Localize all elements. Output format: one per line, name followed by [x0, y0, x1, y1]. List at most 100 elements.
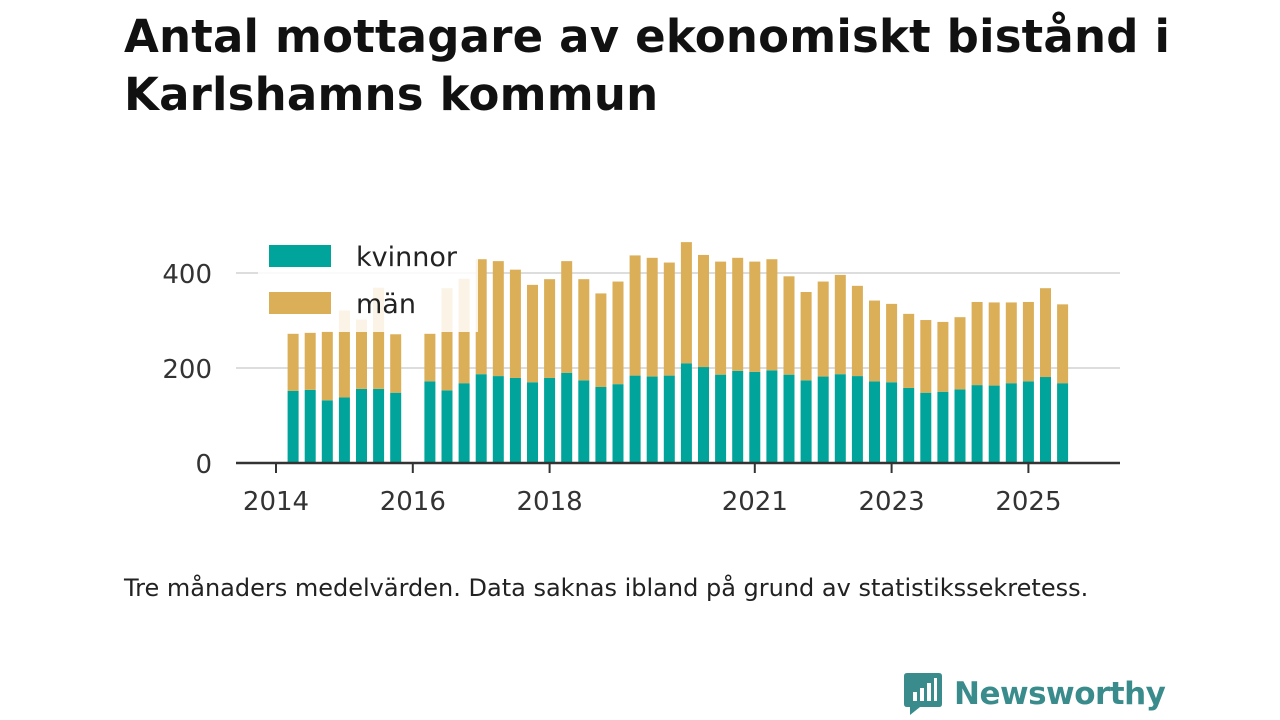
bar-man — [886, 303, 898, 383]
bar-man — [595, 293, 607, 387]
legend: kvinnor män — [258, 236, 478, 332]
bar-kvinnor — [715, 374, 727, 463]
bar-man — [920, 320, 932, 393]
bar-kvinnor — [373, 388, 385, 463]
bar-kvinnor — [527, 382, 538, 463]
x-tick-label: 2014 — [243, 487, 309, 517]
bar-kvinnor — [732, 370, 744, 463]
legend-kvinnor-label: kvinnor — [356, 242, 458, 273]
bar-man — [732, 257, 744, 371]
bar-man — [680, 242, 692, 364]
bar-man — [390, 334, 402, 393]
bar-kvinnor — [578, 380, 590, 463]
bar-kvinnor — [937, 391, 949, 463]
bar-man — [851, 285, 863, 377]
bar-kvinnor — [304, 389, 316, 463]
y-tick-label: 0 — [195, 450, 212, 480]
bar-kvinnor — [698, 367, 709, 463]
bar-man — [356, 319, 367, 389]
bar-kvinnor — [954, 389, 966, 463]
bar-kvinnor — [817, 376, 829, 463]
bar-man — [988, 302, 1000, 386]
x-tick-label: 2021 — [722, 487, 788, 517]
bar-man — [509, 269, 521, 378]
bar-man — [287, 333, 299, 391]
bar-kvinnor — [851, 376, 863, 463]
x-tick-label: 2018 — [517, 487, 583, 517]
bar-kvinnor — [749, 371, 761, 463]
x-tick-label: 2023 — [859, 487, 925, 517]
bar-man — [749, 261, 761, 372]
bar-man — [937, 321, 949, 392]
brand-logo: Newsworthy — [902, 670, 1166, 718]
bar-kvinnor — [612, 384, 624, 463]
chart-title: Antal mottagare av ekonomiskt bistånd i … — [124, 10, 1171, 121]
bar-kvinnor — [886, 382, 898, 463]
bar-man — [954, 317, 966, 390]
bar-man — [441, 288, 453, 391]
bar-kvinnor — [321, 400, 333, 463]
chart: 0 200 400 2014 2016 2018 2021 2023 2025 kvinnor … — [162, 236, 1120, 517]
bar-man — [1040, 288, 1051, 378]
bar-man — [903, 313, 915, 388]
bar-kvinnor — [475, 374, 487, 463]
bar-kvinnor — [766, 370, 778, 463]
bar-kvinnor — [1022, 381, 1034, 463]
bar-kvinnor — [680, 363, 692, 463]
bar-kvinnor — [544, 377, 556, 463]
bar-kvinnor — [1005, 383, 1017, 463]
bar-man — [817, 281, 829, 377]
bar-kvinnor — [834, 374, 846, 463]
bar-kvinnor — [441, 390, 453, 463]
bar-kvinnor — [920, 392, 932, 463]
bar-kvinnor — [869, 381, 880, 463]
bar-kvinnor — [1040, 377, 1051, 463]
bar-kvinnor — [971, 385, 983, 463]
bar-kvinnor — [561, 372, 573, 463]
bar-kvinnor — [424, 381, 436, 463]
bar-man — [475, 259, 487, 375]
axes: 0 200 400 2014 2016 2018 2021 2023 2025 — [162, 260, 1120, 517]
bar-man — [971, 301, 983, 386]
bar-kvinnor — [338, 397, 350, 463]
bar-kvinnor — [509, 377, 521, 463]
bar-man — [424, 333, 436, 382]
bar-man — [373, 287, 385, 389]
bar-kvinnor — [458, 383, 470, 463]
bar-man — [527, 284, 538, 383]
bar-man — [544, 279, 556, 378]
bar-man — [698, 254, 709, 368]
bar-man — [1057, 304, 1069, 384]
bar-man — [663, 262, 675, 376]
bar-kvinnor — [356, 388, 367, 463]
bar-kvinnor — [663, 375, 675, 463]
bar-man — [766, 259, 778, 371]
bar-man — [646, 257, 658, 377]
bar-man — [321, 331, 333, 401]
newsworthy-logo-icon — [904, 673, 942, 715]
bar-kvinnor — [287, 390, 299, 463]
bar-series — [287, 242, 1069, 463]
bar-man — [578, 279, 590, 381]
bar-kvinnor — [903, 387, 915, 463]
x-tick-label: 2025 — [995, 487, 1061, 517]
bar-kvinnor — [646, 376, 658, 463]
bar-man — [1022, 301, 1034, 382]
bar-kvinnor — [492, 376, 504, 463]
bar-man — [629, 255, 641, 376]
x-tick-label: 2016 — [380, 487, 446, 517]
chart-caption: Tre månaders medelvärden. Data saknas ib… — [124, 574, 1089, 602]
bar-man — [715, 261, 727, 375]
bar-man — [834, 274, 846, 375]
bar-man — [492, 261, 504, 377]
bar-kvinnor — [783, 374, 795, 463]
legend-man-label: män — [356, 289, 416, 320]
bar-kvinnor — [1057, 383, 1069, 463]
bar-man — [1005, 302, 1017, 384]
bar-kvinnor — [800, 380, 812, 463]
legend-man-swatch — [269, 292, 331, 314]
bar-man — [800, 292, 812, 381]
y-tick-label: 400 — [162, 260, 212, 290]
bar-man — [783, 276, 795, 375]
bar-kvinnor — [629, 375, 641, 463]
